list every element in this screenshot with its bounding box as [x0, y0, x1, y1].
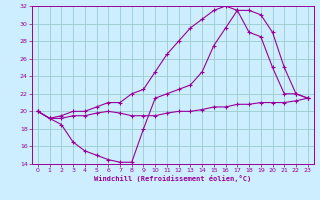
- X-axis label: Windchill (Refroidissement éolien,°C): Windchill (Refroidissement éolien,°C): [94, 175, 252, 182]
